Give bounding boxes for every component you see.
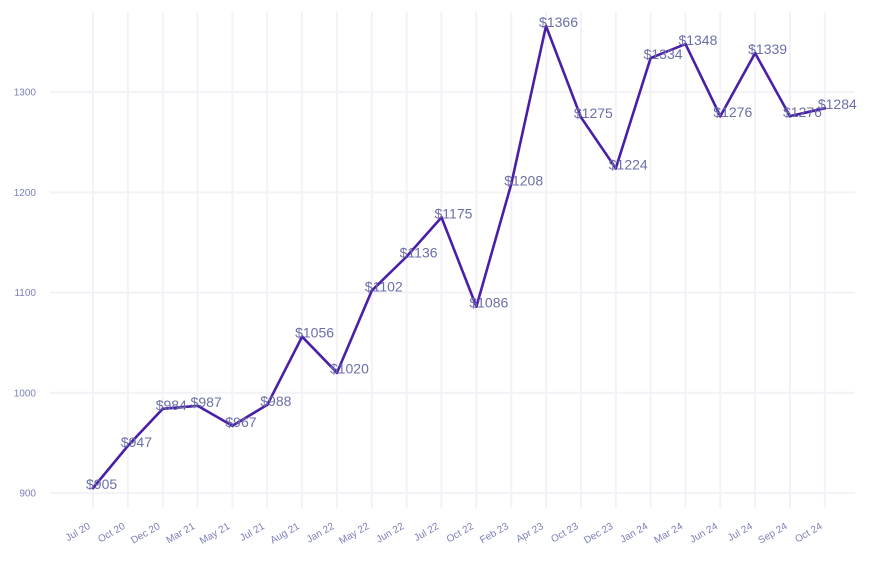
data-label: $1056 [295,325,334,341]
x-tick-label: Jul 22 [412,521,441,544]
data-label: $1348 [678,32,717,48]
x-tick-label: May 21 [198,521,232,547]
data-label: $1224 [609,156,648,172]
data-point [370,289,374,292]
x-axis: Jul 20 Oct 20 Dec 20 Mar 21 May 21 Jul 21 Aug … [64,521,825,547]
x-tick-label: Jun 24 [688,521,720,546]
data-point [788,114,792,118]
data-label: $1136 [400,244,438,260]
y-tick-label: 1300 [14,88,37,99]
data-point [126,444,130,448]
data-label: $1208 [504,172,543,188]
series-line-group [91,24,827,490]
data-label: $1284 [818,96,857,112]
y-tick-label: 1100 [14,288,36,299]
x-tick-label: Dec 20 [129,521,162,547]
data-point [161,407,165,411]
data-label: $1276 [713,104,752,120]
data-label: $1334 [644,46,683,62]
data-point [405,255,409,258]
data-label: $947 [121,434,152,450]
data-point [300,335,304,339]
data-point [265,403,269,407]
data-point [474,305,478,308]
x-tick-label: Feb 23 [478,521,511,546]
data-point [509,182,513,186]
y-axis: 900 1000 1100 1200 1300 [14,88,37,500]
x-tick-label: Jan 24 [619,521,651,546]
data-point [684,42,687,46]
x-tick-label: Sep 24 [757,521,790,547]
x-tick-label: Mar 24 [652,521,685,546]
x-tick-label: Apr 23 [515,521,546,545]
data-label: $984 [156,397,187,413]
x-tick-label: Jul 21 [238,521,267,544]
data-label: $1276 [783,104,822,120]
data-label: $1339 [748,41,787,57]
data-point [579,115,583,119]
y-tick-label: 1000 [14,388,37,399]
series-line [91,24,827,490]
data-label: $987 [191,394,222,410]
data-label: $1366 [539,14,578,30]
x-tick-label: Dec 23 [582,521,615,547]
data-point [544,24,548,28]
data-label: $988 [260,393,291,409]
data-label: $905 [86,476,117,492]
grid [50,12,855,508]
data-point [823,106,827,110]
data-point [335,371,339,375]
data-labels: $905 $947 $984 $987$967$988 $1056 $1020 $1102 $… [86,14,857,492]
data-point [231,424,234,428]
data-point [614,166,618,170]
data-point [91,486,95,490]
data-label: $1102 [365,279,403,295]
data-label: $1275 [574,105,613,121]
x-tick-label: Jul 24 [726,521,755,544]
x-tick-label: May 22 [337,521,371,547]
x-tick-label: Aug 21 [269,521,302,547]
x-tick-label: Oct 24 [793,521,824,545]
x-tick-label: Jun 22 [375,521,407,546]
x-tick-label: Jul 20 [64,521,93,544]
data-label: $1175 [435,205,473,221]
data-point [649,56,652,60]
x-tick-label: Mar 21 [165,521,198,546]
y-tick-label: 900 [19,488,36,499]
y-tick-label: 1200 [14,188,37,199]
x-tick-label: Oct 23 [549,521,580,545]
x-tick-label: Oct 22 [445,521,476,545]
data-point [440,216,443,219]
data-label: $1020 [330,361,369,377]
data-point [196,404,199,408]
x-tick-label: Oct 20 [96,521,127,545]
data-label: $967 [225,414,256,430]
data-label: $1086 [469,295,508,311]
data-point [718,114,722,118]
x-tick-label: Jan 22 [305,521,337,546]
data-point [753,51,757,55]
